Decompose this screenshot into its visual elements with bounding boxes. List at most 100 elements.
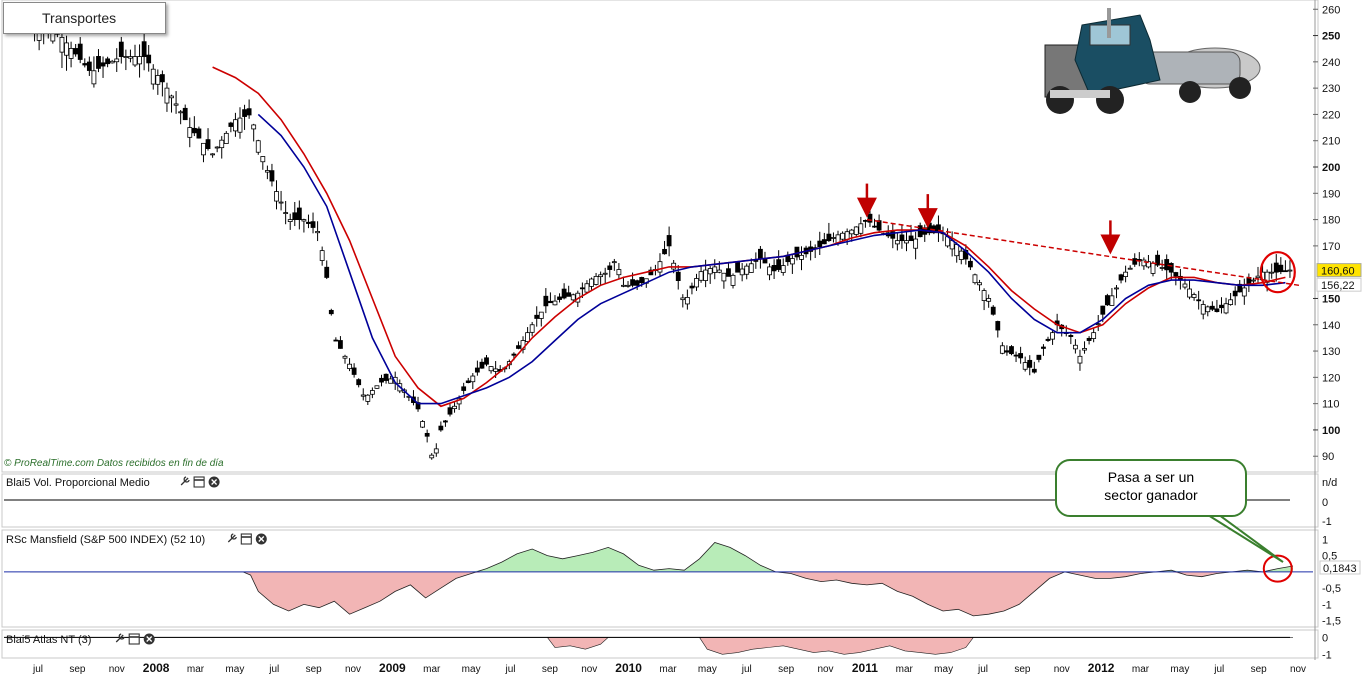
- price-candle: [1068, 335, 1074, 337]
- price-candle: [260, 156, 266, 163]
- price-candle: [1196, 299, 1202, 302]
- price-candle: [137, 56, 142, 65]
- price-candle: [958, 250, 964, 260]
- price-candle: [383, 373, 389, 381]
- truck-stack: [1107, 8, 1111, 38]
- price-candle: [771, 265, 777, 272]
- price-candle: [735, 261, 740, 273]
- price-candle: [561, 288, 567, 299]
- price-candle: [328, 309, 334, 315]
- resistance-trendline: [866, 218, 1300, 287]
- price-candle: [470, 375, 476, 383]
- price-candle: [1182, 283, 1188, 288]
- price-candle: [548, 300, 553, 304]
- price-candle: [287, 219, 293, 222]
- mansfield-tick-label: -0,5: [1322, 583, 1341, 595]
- x-tick-label: nov: [817, 664, 833, 675]
- price-candle: [904, 240, 909, 244]
- highlight-circle: [1259, 251, 1296, 294]
- volume-tick-label: 0: [1322, 497, 1328, 509]
- price-candle: [1077, 355, 1083, 364]
- window-icon: [240, 533, 252, 545]
- price-candle: [968, 260, 973, 268]
- y-tick-label: 110: [1322, 399, 1340, 411]
- price-candle: [853, 226, 859, 235]
- ma-price-label: 156,22: [1321, 280, 1355, 292]
- price-candle: [1141, 259, 1147, 267]
- mansfield-highlight-circle: [1262, 554, 1293, 583]
- price-candle: [360, 394, 366, 397]
- price-candle: [739, 268, 745, 276]
- price-candle: [849, 229, 855, 235]
- last-price-label: 160,60: [1321, 266, 1355, 278]
- price-candle: [1104, 295, 1110, 306]
- price-candle: [780, 265, 786, 273]
- y-tick-label-major: 200: [1322, 162, 1340, 174]
- price-candle: [246, 108, 252, 116]
- price-candle: [657, 261, 663, 273]
- mansfield-line: [30, 542, 1294, 617]
- price-candle: [557, 296, 562, 300]
- price-candle: [178, 111, 184, 114]
- price-candle: [593, 275, 599, 285]
- price-candle: [762, 259, 768, 264]
- price-candle: [675, 271, 681, 281]
- price-candle: [369, 390, 375, 395]
- y-tick-label: 130: [1322, 346, 1340, 358]
- price-candle: [703, 269, 709, 281]
- price-candle: [201, 142, 206, 156]
- price-candle: [1228, 299, 1234, 305]
- price-candle: [990, 306, 996, 315]
- price-candle: [169, 95, 174, 99]
- price-candle: [899, 234, 905, 242]
- price-candle: [767, 266, 772, 276]
- wrench-icon-shape: [227, 533, 237, 543]
- x-tick-label: nov: [1054, 664, 1070, 675]
- moving-average-blue-line: [257, 113, 1286, 405]
- price-candle: [123, 56, 129, 58]
- wrench-icon-shape: [115, 633, 125, 643]
- price-candle: [799, 254, 804, 260]
- price-candle: [954, 244, 960, 257]
- price-candle: [538, 311, 544, 319]
- price-candle: [155, 75, 161, 85]
- callout-bubble: [1055, 459, 1247, 517]
- y-tick-label-major: 100: [1322, 425, 1340, 437]
- x-tick-label: 2011: [852, 661, 878, 675]
- price-candle: [1013, 354, 1019, 357]
- price-candle: [876, 220, 882, 231]
- price-candle: [493, 368, 499, 372]
- price-candle: [100, 62, 106, 67]
- price-candle: [1269, 271, 1275, 274]
- price-candle: [602, 272, 608, 275]
- price-candle: [1086, 337, 1092, 341]
- price-candle: [269, 170, 275, 182]
- atlas-tick-label: 0: [1322, 632, 1328, 644]
- price-candle: [698, 271, 704, 281]
- price-candle: [611, 261, 617, 264]
- price-candle: [237, 117, 243, 133]
- price-candle: [648, 269, 654, 276]
- price-candle: [251, 124, 257, 130]
- price-candle: [274, 191, 279, 202]
- price-candle: [639, 277, 645, 284]
- mansfield-tick-label: -1,5: [1322, 616, 1341, 628]
- price-candle: [776, 259, 782, 270]
- x-tick-label: jul: [32, 664, 43, 675]
- x-tick-label: nov: [581, 664, 597, 675]
- x-tick-label: may: [934, 664, 953, 675]
- window-icon: [193, 476, 205, 488]
- x-tick-label: nov: [345, 664, 361, 675]
- price-candle: [1072, 344, 1078, 350]
- price-candle: [461, 386, 467, 391]
- price-candle: [447, 407, 453, 415]
- price-candle: [292, 212, 298, 220]
- price-candle: [726, 268, 731, 277]
- price-candle: [1214, 308, 1220, 313]
- truck-bumper: [1050, 90, 1110, 98]
- price-candle: [1041, 346, 1046, 349]
- price-candle: [306, 221, 311, 224]
- price-candle: [694, 278, 699, 288]
- truck-wheel: [1229, 77, 1251, 99]
- wrench-icon: [227, 533, 237, 543]
